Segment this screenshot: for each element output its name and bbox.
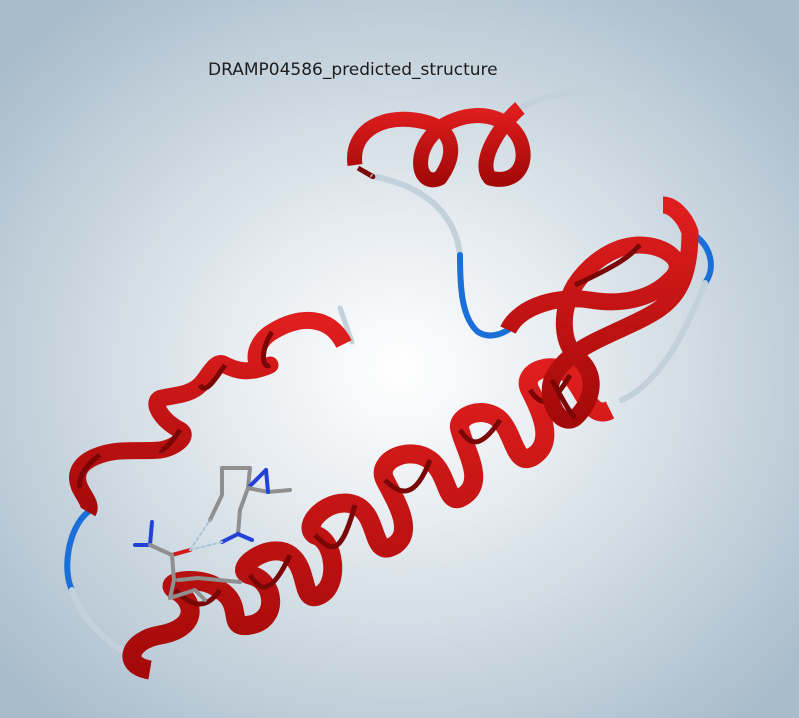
left-coil — [69, 587, 135, 659]
c-terminal-coil — [517, 88, 640, 111]
side-chain-sticks — [133, 466, 292, 602]
helix-left-upper — [69, 312, 352, 517]
left-turn — [64, 509, 91, 593]
loop-coil-upper — [369, 173, 463, 258]
hydrogen-bonds — [189, 519, 223, 551]
right-coil — [619, 280, 708, 403]
helix-right — [500, 196, 699, 429]
glutamine-side-chain — [133, 520, 242, 602]
coil-segments — [64, 88, 714, 659]
loop-turn-upper — [457, 252, 511, 339]
n-terminal-coil — [337, 305, 355, 345]
arginine-side-chain — [208, 466, 292, 544]
helix-long — [122, 358, 615, 680]
helix-top — [347, 102, 531, 188]
structure-title: DRAMP04586_predicted_structure — [208, 60, 498, 80]
